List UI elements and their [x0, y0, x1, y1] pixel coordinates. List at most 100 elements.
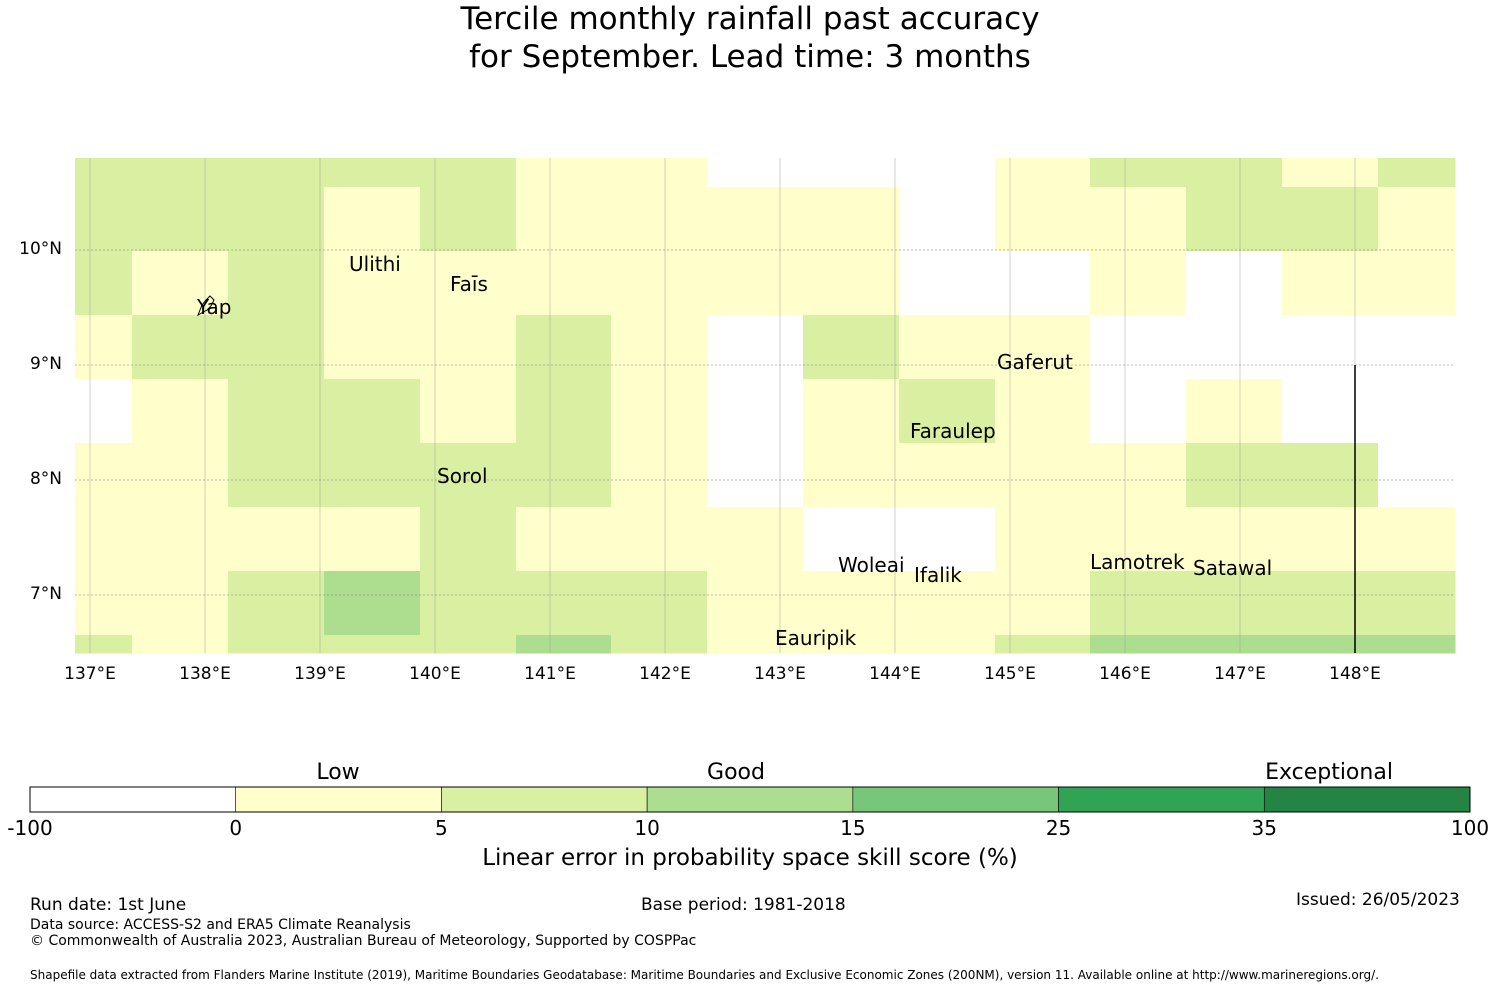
base-period: Base period: 1981-2018 — [641, 895, 846, 915]
grid-cell — [611, 635, 708, 654]
colorbar-segment — [29, 786, 237, 813]
grid-cell — [707, 187, 804, 252]
cbar-label-low: Low — [316, 760, 360, 785]
grid-cell — [1090, 507, 1187, 572]
x-tick-label: 143°E — [754, 664, 806, 684]
colorbar-tick-label: 35 — [1251, 816, 1278, 840]
skill-map — [75, 158, 1456, 654]
grid-cell — [803, 315, 900, 380]
grid-cell — [707, 507, 804, 572]
grid-cell — [516, 571, 612, 636]
colorbar-tick-label: 10 — [634, 816, 660, 840]
grid-cell — [75, 158, 133, 188]
grid-cell — [707, 635, 804, 654]
grid-cell — [899, 315, 996, 380]
grid-cell — [899, 507, 996, 572]
grid-cell — [1378, 507, 1456, 572]
grid-cell — [228, 315, 325, 380]
grid-cell — [420, 443, 517, 508]
grid-cell — [75, 507, 133, 572]
grid-cell — [228, 443, 325, 508]
grid-cell — [420, 251, 517, 316]
grid-cell — [1090, 635, 1187, 654]
colorbar-segment — [646, 786, 854, 813]
grid-cell — [803, 251, 900, 316]
x-tick-label: 148°E — [1329, 664, 1381, 684]
grid-cell — [995, 635, 1091, 654]
grid-cell — [324, 635, 421, 654]
grid-cell — [611, 187, 708, 252]
grid-cell — [324, 571, 421, 636]
y-tick-label: 10°N — [19, 239, 62, 259]
grid-cell — [1186, 158, 1283, 188]
y-tick-label: 9°N — [29, 354, 62, 374]
grid-cell — [132, 315, 229, 380]
place-label-faraulep: Faraulep — [910, 419, 996, 443]
grid-cell — [516, 443, 612, 508]
grid-cell — [995, 379, 1091, 444]
data-source: Data source: ACCESS-S2 and ERA5 Climate … — [30, 917, 411, 933]
grid-cell — [995, 315, 1091, 380]
grid-cell — [1090, 251, 1187, 316]
grid-cell — [132, 251, 229, 316]
grid-cell — [516, 187, 612, 252]
grid-cell — [420, 635, 517, 654]
grid-cell — [324, 315, 421, 380]
grid-cell — [611, 379, 708, 444]
grid-cell — [995, 187, 1091, 252]
yap-island-shape — [197, 295, 215, 317]
grid-cell — [228, 187, 325, 252]
colorbar-tick-label: 0 — [229, 816, 243, 840]
grid-cell — [707, 379, 804, 444]
grid-cell — [324, 251, 421, 316]
grid-cell — [75, 635, 133, 654]
grid-cell — [132, 187, 229, 252]
grid-cell — [1378, 443, 1456, 508]
grid-cell — [1186, 379, 1283, 444]
colorbar-segment — [1058, 786, 1265, 813]
grid-cell — [132, 507, 229, 572]
grid-cell — [228, 379, 325, 444]
grid-cell — [611, 507, 708, 572]
grid-cell — [132, 158, 229, 188]
copyright: © Commonwealth of Australia 2023, Austra… — [30, 933, 697, 949]
place-label-lamotrek: Lamotrek — [1090, 550, 1185, 574]
place-label-ifalik: Ifalik — [914, 563, 962, 587]
grid-cell — [1282, 251, 1379, 316]
grid-cell — [899, 635, 996, 654]
grid-cell — [228, 571, 325, 636]
grid-cell — [1186, 187, 1283, 252]
grid-cell — [516, 158, 612, 188]
grid-cell — [1282, 158, 1379, 188]
grid-cell — [516, 379, 612, 444]
grid-cell — [803, 635, 900, 654]
grid-cell — [420, 315, 517, 380]
grid-cell — [803, 158, 900, 188]
grid-cell — [516, 315, 612, 380]
grid-cell — [899, 571, 996, 636]
grid-cell — [324, 443, 421, 508]
grid-cell — [611, 251, 708, 316]
grid-cell — [228, 158, 325, 188]
map-title: Tercile monthly rainfall past accuracy f… — [0, 0, 1500, 76]
grid-cell — [420, 379, 517, 444]
grid-cell — [803, 443, 900, 508]
grid-cell — [995, 571, 1091, 636]
grid-cell — [995, 251, 1091, 316]
colorbar-tick-label: 25 — [1045, 816, 1072, 840]
grid-cell — [803, 379, 900, 444]
grid-cell — [516, 251, 612, 316]
grid-cell — [1090, 187, 1187, 252]
x-tick-label: 139°E — [294, 664, 346, 684]
x-tick-label: 140°E — [409, 664, 461, 684]
colorbar-tick-label: 5 — [435, 816, 448, 840]
title-line-2: for September. Lead time: 3 months — [469, 39, 1031, 75]
grid-cell — [1282, 571, 1379, 636]
grid-cell — [420, 507, 517, 572]
grid-cell — [899, 443, 996, 508]
grid-cell — [707, 443, 804, 508]
grid-cell — [1186, 635, 1283, 654]
grid-cell — [132, 571, 229, 636]
grid-cell — [75, 379, 133, 444]
